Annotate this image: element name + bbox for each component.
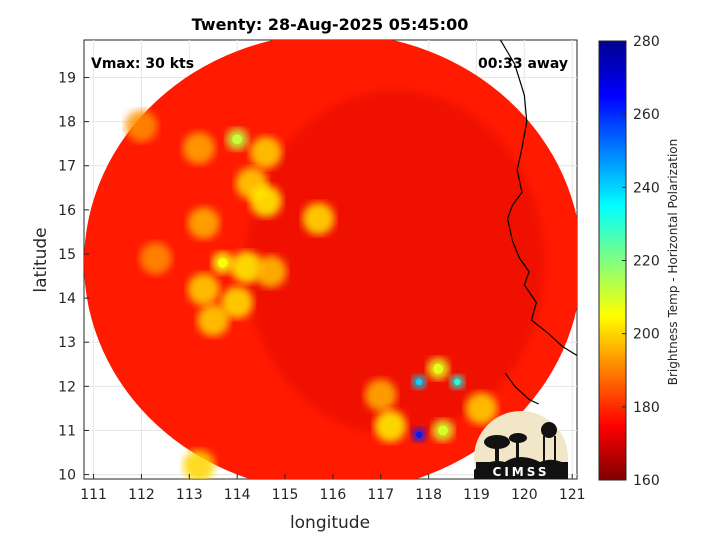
y-tick-label: 14 (58, 291, 76, 307)
colorbar-tick-label: 180 (633, 400, 660, 416)
y-axis-ticks: 10 11 12 13 14 15 16 17 18 19 (58, 71, 89, 484)
brightness-feature (374, 410, 407, 443)
chart-title: Twenty: 28-Aug-2025 05:45:00 (192, 15, 469, 34)
swath-cold-core (245, 90, 545, 435)
brightness-feature (182, 449, 215, 479)
brightness-feature-core (433, 363, 444, 374)
y-tick-label: 13 (58, 335, 76, 351)
brightness-feature-core (415, 431, 423, 439)
colorbar-tick-label: 260 (633, 107, 660, 123)
colorbar-tick-label: 160 (633, 473, 660, 489)
brightness-feature (465, 392, 498, 425)
colorbar-tick-label: 200 (633, 327, 660, 343)
x-tick-label: 120 (511, 487, 538, 503)
brightness-feature (197, 304, 230, 337)
y-axis-label: latitude (31, 227, 51, 292)
coastline-luzon (499, 40, 577, 356)
colorbar (598, 40, 627, 481)
x-tick-label: 121 (559, 487, 586, 503)
brightness-feature (254, 255, 287, 288)
logo-text: CIMSS (493, 465, 550, 479)
brightness-feature-core (232, 134, 243, 145)
vmax-annotation: Vmax: 30 kts (91, 56, 194, 72)
y-tick-label: 18 (58, 115, 76, 131)
colorbar-tick-label: 280 (633, 34, 660, 50)
y-tick-label: 19 (58, 71, 76, 87)
x-tick-label: 111 (80, 487, 107, 503)
brightness-feature (249, 136, 282, 169)
brightness-feature-core (454, 378, 461, 386)
x-axis-ticks: 111 112 113 114 115 116 117 118 119 120 121 (80, 474, 586, 503)
cimss-logo: CIMSS (474, 411, 568, 479)
y-tick-label: 11 (58, 423, 76, 439)
brightness-feature-core (415, 378, 423, 386)
brightness-feature (187, 207, 220, 240)
x-tick-label: 116 (320, 487, 347, 503)
brightness-feature (125, 110, 158, 143)
x-tick-label: 118 (415, 487, 442, 503)
colorbar-label: Brightness Temp - Horizontal Polarizatio… (666, 139, 680, 386)
y-tick-label: 10 (58, 468, 76, 484)
brightness-feature (249, 185, 282, 218)
brightness-feature-core (438, 425, 448, 436)
time-away-annotation: 00:33 away (478, 56, 568, 72)
y-tick-label: 17 (58, 159, 76, 175)
x-tick-label: 113 (176, 487, 203, 503)
y-tick-label: 12 (58, 379, 76, 395)
brightness-feature (230, 251, 263, 284)
brightness-feature (302, 202, 335, 235)
x-tick-label: 114 (224, 487, 251, 503)
x-tick-label: 119 (463, 487, 490, 503)
coastline (499, 40, 577, 405)
coastline-islands (504, 372, 539, 405)
brightness-feature (364, 379, 397, 412)
brightness-feature (182, 132, 215, 165)
brightness-feature (187, 273, 220, 306)
brightness-feature (139, 242, 172, 275)
brightness-feature (221, 286, 254, 319)
brightness-temp-swath (84, 40, 577, 479)
colorbar-tick-label: 240 (633, 180, 660, 196)
x-tick-label: 115 (272, 487, 299, 503)
brightness-feature-core (217, 257, 228, 268)
y-tick-label: 16 (58, 203, 76, 219)
x-tick-label: 117 (367, 487, 394, 503)
x-axis-label: longitude (290, 513, 370, 533)
y-tick-label: 15 (58, 247, 76, 263)
x-tick-label: 112 (128, 487, 155, 503)
colorbar-tick-label: 220 (633, 254, 660, 270)
colorbar-ticks: 160 180 200 220 240 260 280 (622, 34, 660, 489)
